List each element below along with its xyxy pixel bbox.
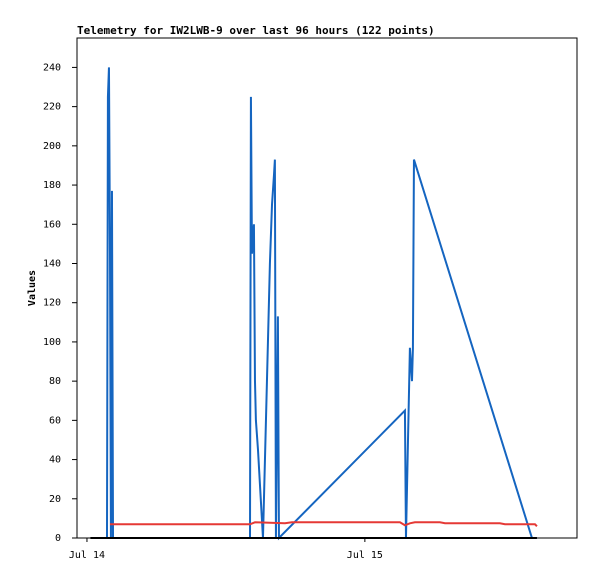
- y-tick-label: 80: [49, 376, 61, 387]
- y-tick-label: 220: [43, 102, 61, 113]
- y-axis-label: Values: [27, 270, 38, 306]
- plot-frame: [76, 37, 578, 539]
- y-tick-label: 160: [43, 219, 61, 230]
- x-tick-label: Jul 14: [69, 550, 105, 561]
- chart-title: Telemetry for IW2LWB-9 over last 96 hour…: [77, 24, 435, 37]
- series-line: [110, 521, 538, 527]
- y-tick-label: 200: [43, 141, 61, 152]
- y-tick-label: 100: [43, 337, 61, 348]
- y-tick-label: 120: [43, 298, 61, 309]
- y-tick-label: 40: [49, 455, 61, 466]
- y-tick-label: 140: [43, 258, 61, 269]
- y-tick-label: 240: [43, 62, 61, 73]
- x-tick-label: Jul 15: [347, 550, 383, 561]
- y-tick-label: 0: [55, 533, 61, 544]
- series-line: [105, 67, 537, 541]
- y-tick-label: 20: [49, 494, 61, 505]
- y-tick-label: 60: [49, 415, 61, 426]
- y-tick-label: 180: [43, 180, 61, 191]
